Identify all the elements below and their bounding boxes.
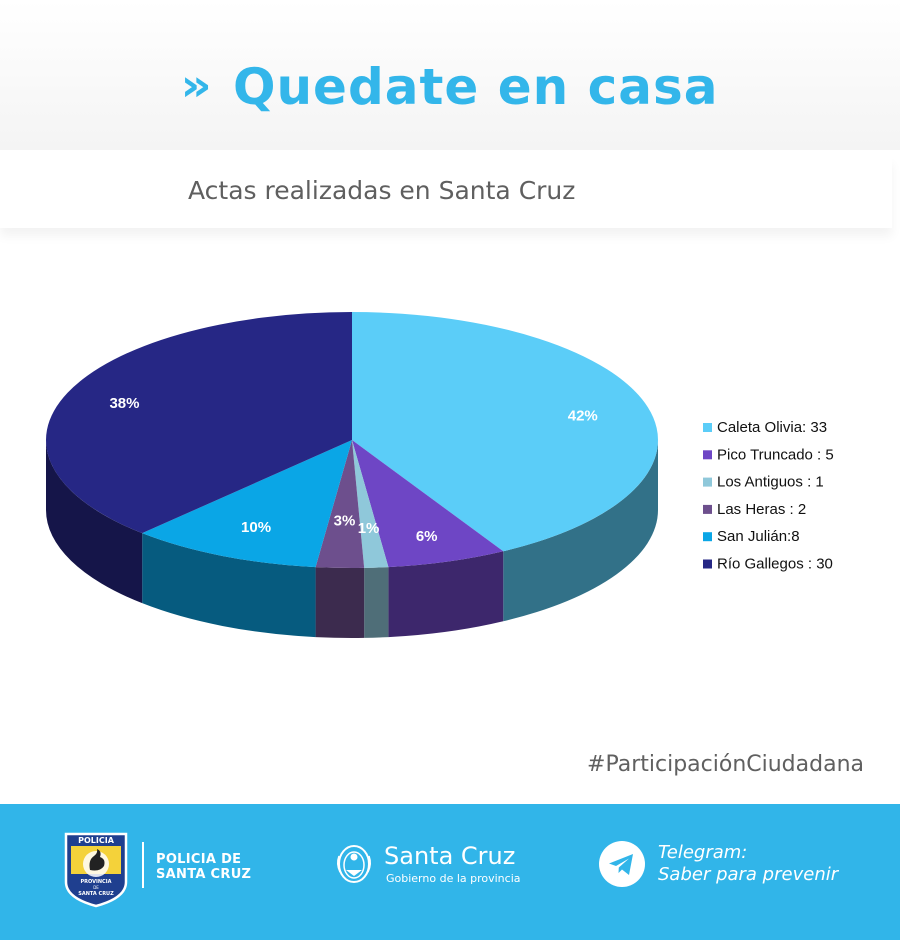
pie-side-2 (364, 567, 389, 638)
legend-swatch-0 (703, 423, 712, 432)
svg-text:SANTA CRUZ: SANTA CRUZ (78, 891, 114, 897)
footer-bar (0, 804, 900, 940)
svg-text:DE: DE (93, 885, 99, 890)
pie-percent-label-5: 38% (109, 395, 139, 412)
pie-slice-1 (352, 440, 504, 568)
legend-label-2: Los Antiguos : 1 (717, 474, 824, 491)
pie-slice-5 (45, 312, 353, 534)
pie-side-walls (46, 440, 658, 638)
pie-slice-4 (142, 440, 352, 568)
pie-side-1 (388, 551, 504, 638)
legend-swatch-1 (703, 450, 712, 460)
chart-subtitle: Actas realizadas en Santa Cruz (188, 176, 576, 205)
pie-percent-label-3: 3% (334, 512, 356, 529)
pie-slice-3 (315, 440, 365, 568)
header-band (0, 0, 900, 150)
hashtag: #ParticipaciónCiudadana (587, 752, 864, 777)
pie-side-0 (503, 440, 658, 622)
double-chevron-icon: » (180, 60, 213, 111)
legend-label-3: Las Heras : 2 (717, 501, 806, 518)
telegram-label: Telegram: (658, 842, 748, 863)
subtitle-band (0, 156, 892, 228)
legend-swatch-3 (703, 504, 712, 514)
telegram-tagline: Saber para prevenir (658, 864, 839, 885)
svg-text:POLICIA: POLICIA (78, 836, 115, 845)
pie-chart: 42% 6% 1%3% 10% 38% Caleta Olivia: 33 Pico Tru… (45, 312, 834, 638)
pie-percent-label-0: 42% (568, 407, 598, 424)
legend-label-4: San Julián:8 (717, 528, 800, 545)
legend-swatch-4 (703, 532, 712, 542)
page-title: » Quedate en casa (0, 58, 900, 116)
pie-slice-0 (352, 312, 659, 552)
pie-side-3 (315, 567, 365, 638)
page-title-text: Quedate en casa (232, 58, 719, 116)
legend-swatch-5 (703, 559, 712, 569)
legend-label-5: Río Gallegos : 30 (717, 556, 833, 573)
telegram-icon[interactable] (598, 840, 646, 888)
province-subtitle: Gobierno de la provincia (386, 872, 521, 885)
legend-label-1: Pico Truncado : 5 (717, 446, 834, 463)
province-seal-icon (336, 845, 372, 883)
province-name: Santa Cruz (384, 842, 516, 870)
pie-percent-label-4: 10% (241, 519, 271, 536)
pie-side-4 (142, 533, 316, 638)
police-name: POLICIA DE SANTA CRUZ (156, 852, 252, 882)
pie-slice-2 (352, 440, 389, 568)
legend-swatch-2 (703, 477, 712, 487)
pie-percent-label-1: 6% (416, 528, 438, 545)
footer-divider (142, 842, 144, 888)
svg-text:PROVINCIA: PROVINCIA (81, 879, 112, 885)
police-badge-icon: POLICIA PROVINCIA DE SANTA CRUZ (64, 832, 128, 908)
pie-side-5 (46, 440, 143, 604)
legend-label-0: Caleta Olivia: 33 (717, 419, 827, 436)
pie-percent-label-2: 1% (358, 520, 380, 537)
